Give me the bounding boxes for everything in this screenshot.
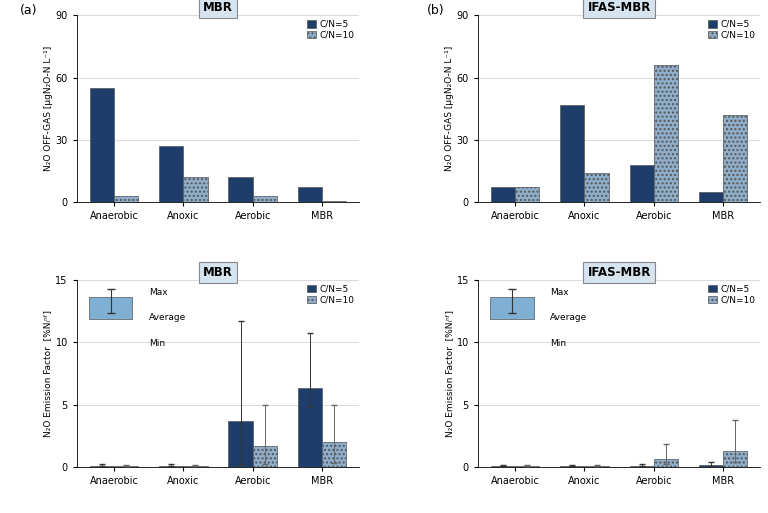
Bar (184, 177, 207, 202)
Bar (699, 465, 723, 467)
Legend: C/N=5, C/N=10: C/N=5, C/N=10 (708, 285, 756, 305)
Text: (a): (a) (20, 4, 38, 17)
Bar (253, 196, 277, 202)
Bar (630, 165, 654, 202)
Bar (228, 177, 253, 202)
Bar (114, 196, 138, 202)
Title: IFAS-MBR: IFAS-MBR (588, 266, 650, 279)
Bar (322, 442, 346, 467)
Title: MBR: MBR (203, 266, 233, 279)
Y-axis label: N₂O OFF-GAS [μgN₂O-N L⁻¹]: N₂O OFF-GAS [μgN₂O-N L⁻¹] (44, 46, 53, 171)
Y-axis label: N₂O OFF-GAS [μgN₂O-N L⁻¹]: N₂O OFF-GAS [μgN₂O-N L⁻¹] (445, 46, 454, 171)
Bar (322, 201, 346, 202)
Y-axis label: N₂O Emission Factor  [%Nᵢⁿᶠ]: N₂O Emission Factor [%Nᵢⁿᶠ] (445, 310, 454, 437)
Text: Min: Min (550, 339, 566, 348)
Bar (699, 191, 723, 202)
Bar (515, 466, 539, 467)
Y-axis label: N₂O Emission Factor  [%Nᵢⁿᶠ]: N₂O Emission Factor [%Nᵢⁿᶠ] (44, 310, 53, 437)
Bar (184, 466, 207, 467)
Bar (515, 187, 539, 202)
Bar (654, 459, 678, 467)
Bar (584, 173, 609, 202)
Bar (723, 115, 747, 202)
Text: Max: Max (149, 288, 167, 297)
Bar (298, 187, 322, 202)
Bar (560, 466, 584, 467)
Legend: C/N=5, C/N=10: C/N=5, C/N=10 (708, 20, 756, 40)
Bar (159, 466, 184, 467)
Bar (253, 446, 277, 467)
Legend: C/N=5, C/N=10: C/N=5, C/N=10 (307, 285, 355, 305)
Bar (90, 466, 114, 467)
Bar (584, 466, 609, 467)
Bar (298, 388, 322, 467)
Bar (630, 466, 654, 467)
Bar (723, 450, 747, 467)
Bar (228, 421, 253, 467)
Bar (159, 146, 184, 202)
Bar (114, 466, 138, 467)
Bar (491, 466, 515, 467)
Legend: C/N=5, C/N=10: C/N=5, C/N=10 (307, 20, 355, 40)
Text: Average: Average (550, 313, 588, 322)
Text: Min: Min (149, 339, 165, 348)
Bar (491, 187, 515, 202)
Bar (90, 88, 114, 202)
Text: Max: Max (550, 288, 568, 297)
Title: IFAS-MBR: IFAS-MBR (588, 1, 650, 14)
Bar (654, 65, 678, 202)
Text: Average: Average (149, 313, 186, 322)
Text: (b): (b) (427, 4, 445, 17)
Title: MBR: MBR (203, 1, 233, 14)
Bar (560, 105, 584, 202)
